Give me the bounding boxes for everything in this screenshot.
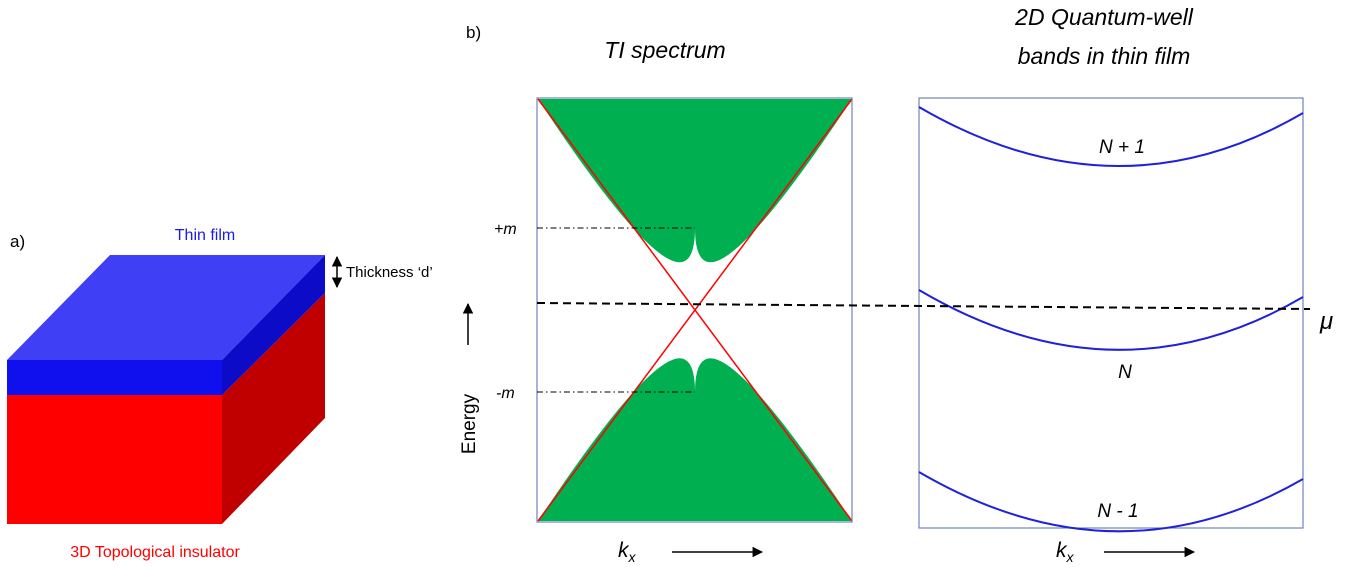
panel-a-label: a)	[10, 232, 25, 251]
film-front-face	[7, 360, 222, 395]
ti-side-face	[222, 293, 325, 524]
qw-plot-frame	[918, 97, 1304, 529]
plus-m-label: +m	[494, 221, 517, 238]
ti-spectrum-plot: +m -m	[494, 97, 853, 523]
band-label-n: N	[1118, 362, 1132, 383]
qw-title-line1: 2D Quantum-well	[1014, 4, 1194, 30]
dirac-cone-line-2	[537, 98, 853, 522]
ti-spectrum-title: TI spectrum	[604, 37, 725, 63]
kx-label-left: kx	[618, 539, 637, 565]
film-side-face	[222, 255, 325, 395]
qw-band-n-minus-1	[918, 471, 1304, 533]
ti-front-face	[7, 395, 222, 524]
kx-label-right: kx	[1056, 539, 1075, 565]
chemical-potential-line	[536, 302, 1311, 310]
thin-film-label: Thin film	[175, 227, 235, 244]
band-label-n-plus-1: N + 1	[1099, 137, 1145, 158]
qw-band-n-plus-1	[918, 106, 1304, 168]
panel-b-label: b)	[466, 23, 481, 42]
qw-bands-plot: N + 1 N N - 1	[918, 97, 1304, 533]
ti-label: 3D Topological insulator	[70, 544, 240, 561]
band-label-n-minus-1: N - 1	[1097, 501, 1138, 522]
qw-band-n	[918, 289, 1304, 351]
panel-b: b) TI spectrum 2D Quantum-well bands in …	[459, 4, 1333, 565]
thickness-label: Thickness ‘d’	[346, 264, 433, 281]
qw-title-line2: bands in thin film	[1018, 43, 1191, 69]
panel-a: a) Thin film Thickness ‘d’ 3D Topologica…	[7, 227, 433, 561]
ti-plot-frame	[536, 97, 853, 523]
minus-m-label: -m	[496, 385, 515, 402]
valence-band	[538, 358, 852, 521]
film-top-face	[7, 255, 325, 360]
mu-label: μ	[1319, 308, 1333, 335]
energy-label: Energy	[459, 393, 480, 454]
conduction-band	[538, 99, 852, 263]
